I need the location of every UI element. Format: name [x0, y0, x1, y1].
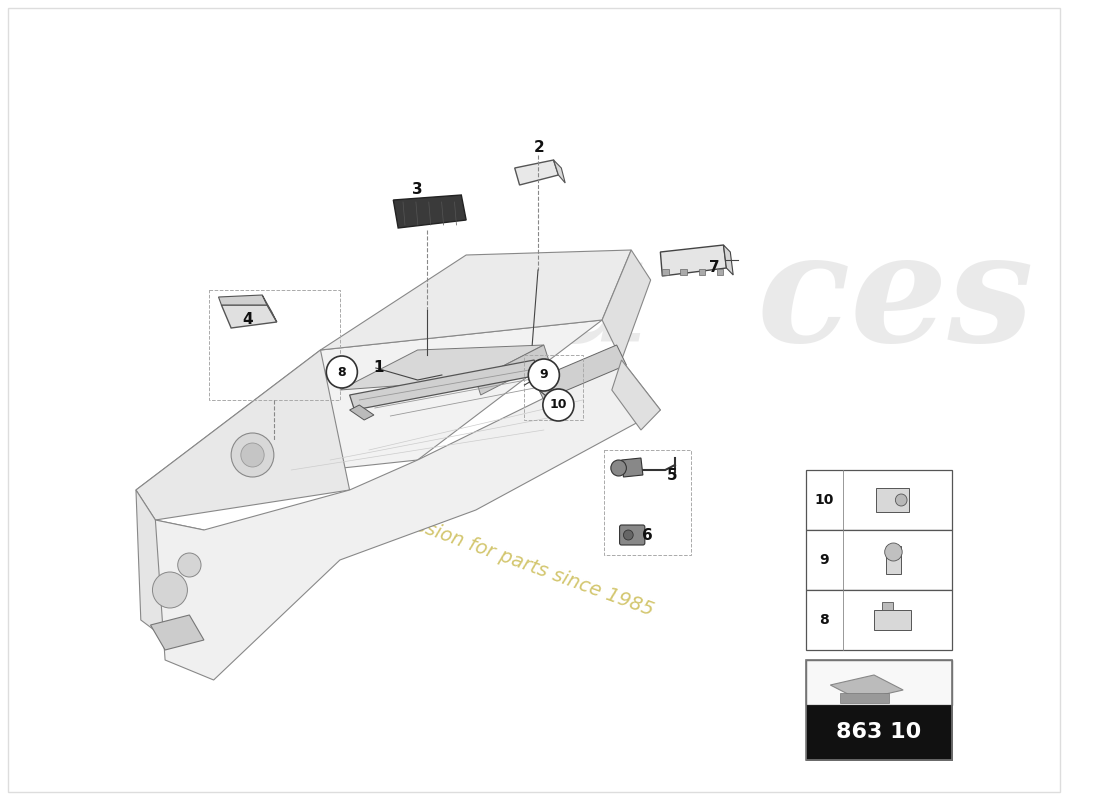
Bar: [886, 546, 901, 574]
Polygon shape: [219, 295, 267, 305]
Polygon shape: [350, 360, 539, 410]
Text: 6: 6: [642, 527, 653, 542]
Polygon shape: [155, 360, 660, 680]
Text: 4: 4: [242, 313, 253, 327]
Polygon shape: [320, 250, 631, 350]
Text: a passion for parts since 1985: a passion for parts since 1985: [373, 501, 657, 619]
Bar: [209, 290, 340, 400]
Polygon shape: [830, 675, 903, 700]
Polygon shape: [535, 345, 626, 400]
Text: eu  ces: eu ces: [443, 226, 1033, 374]
Bar: [806, 705, 952, 760]
Text: 9: 9: [539, 369, 548, 382]
Circle shape: [178, 553, 201, 577]
Circle shape: [528, 359, 560, 391]
Polygon shape: [151, 615, 204, 650]
Polygon shape: [660, 245, 726, 276]
Text: 10: 10: [550, 398, 568, 411]
Polygon shape: [221, 305, 277, 328]
Bar: [604, 450, 692, 555]
Polygon shape: [476, 345, 549, 395]
Bar: [874, 610, 911, 630]
Bar: [525, 355, 583, 420]
Bar: [806, 590, 952, 650]
Circle shape: [895, 494, 908, 506]
Circle shape: [241, 443, 264, 467]
Text: 9: 9: [820, 553, 829, 567]
Bar: [662, 269, 669, 275]
FancyBboxPatch shape: [806, 660, 952, 705]
Bar: [806, 470, 952, 530]
Bar: [806, 530, 952, 590]
Bar: [876, 488, 909, 512]
Text: 7: 7: [710, 261, 720, 275]
Bar: [681, 269, 688, 275]
Polygon shape: [612, 360, 660, 430]
Polygon shape: [262, 295, 277, 322]
Polygon shape: [136, 350, 350, 520]
Polygon shape: [724, 245, 734, 275]
Circle shape: [624, 530, 634, 540]
Polygon shape: [602, 250, 651, 360]
Text: 2: 2: [534, 141, 544, 155]
Circle shape: [610, 460, 626, 476]
Text: 1: 1: [374, 361, 384, 375]
Circle shape: [884, 543, 902, 561]
Text: 863 10: 863 10: [836, 722, 922, 742]
Text: 8: 8: [338, 366, 346, 378]
Bar: [698, 269, 705, 275]
Circle shape: [153, 572, 187, 608]
Text: 3: 3: [412, 182, 422, 198]
Bar: [882, 602, 893, 610]
Circle shape: [543, 389, 574, 421]
Polygon shape: [340, 345, 543, 390]
Text: 5: 5: [667, 467, 678, 482]
Bar: [840, 693, 889, 703]
Bar: [806, 660, 952, 760]
Polygon shape: [350, 405, 374, 420]
Circle shape: [231, 433, 274, 477]
Polygon shape: [621, 458, 642, 477]
Polygon shape: [136, 320, 602, 490]
Text: 8: 8: [820, 613, 829, 627]
FancyBboxPatch shape: [619, 525, 645, 545]
Polygon shape: [515, 160, 559, 185]
Circle shape: [327, 356, 358, 388]
Bar: [717, 269, 724, 275]
Polygon shape: [394, 195, 466, 228]
Polygon shape: [553, 160, 565, 183]
Text: 10: 10: [815, 493, 834, 507]
Polygon shape: [136, 490, 204, 660]
